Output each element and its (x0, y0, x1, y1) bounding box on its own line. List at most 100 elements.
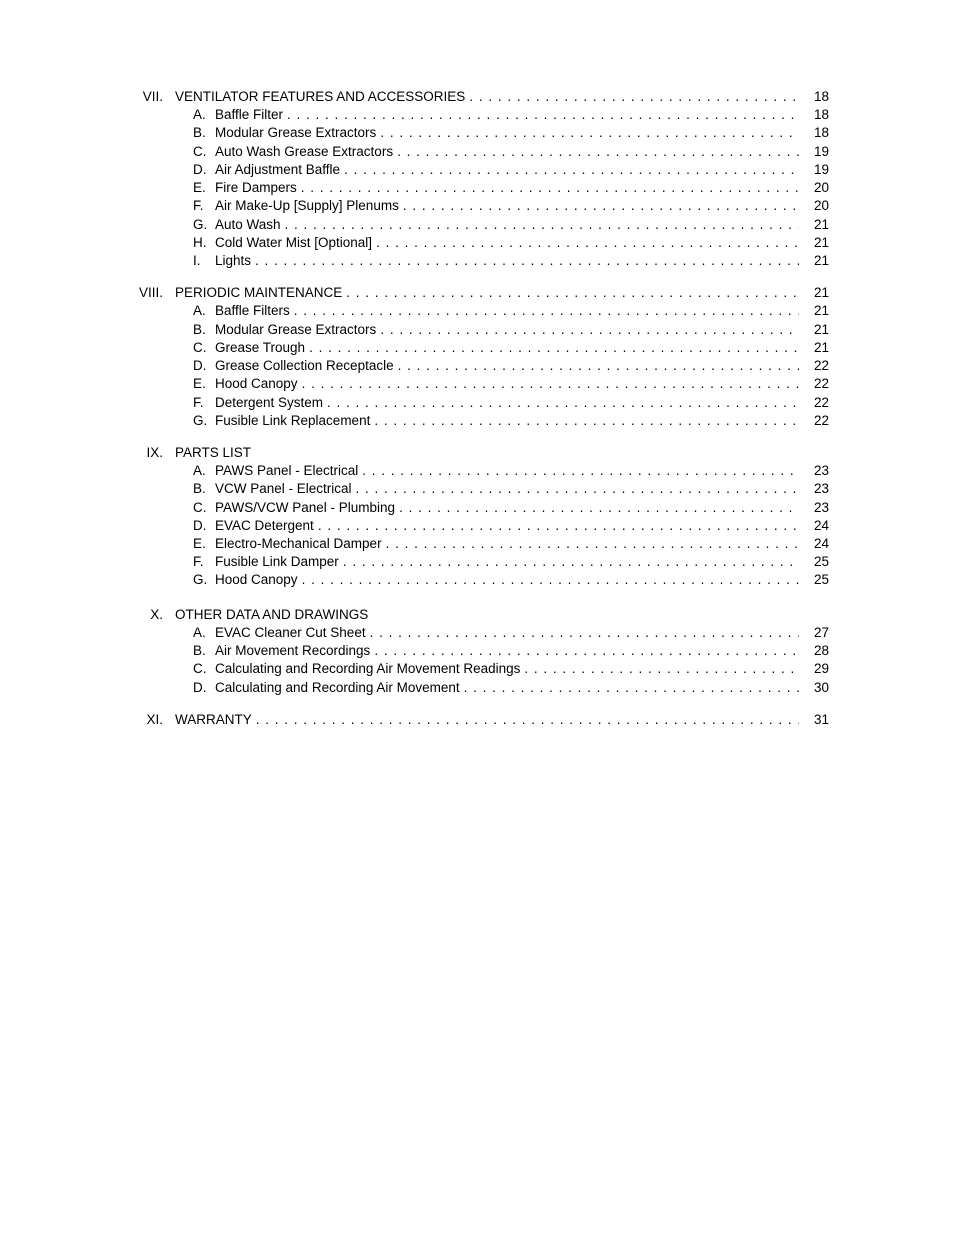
toc-entry-marker: D. (193, 679, 215, 697)
toc-page-number: 21 (799, 252, 829, 270)
toc-leader-dots (370, 642, 799, 660)
toc-entry-text: Cold Water Mist [Optional] (215, 234, 372, 252)
toc-section-title: PERIODIC MAINTENANCE (175, 284, 342, 302)
toc-entry-marker: I. (193, 252, 215, 270)
toc-entry-text: Electro-Mechanical Damper (215, 535, 382, 553)
toc-page-number: 30 (799, 679, 829, 697)
toc-entry-text: Fusible Link Damper (215, 553, 339, 571)
toc-leader-dots (465, 88, 799, 106)
toc-page-number: 21 (799, 216, 829, 234)
toc-leader-dots (395, 499, 799, 517)
toc-page-number: 20 (799, 179, 829, 197)
toc-section: IX.PARTS LISTA.PAWS Panel - Electrical 23… (125, 444, 829, 590)
toc-leader-dots (352, 480, 799, 498)
toc-leader-dots (251, 252, 799, 270)
toc-roman-numeral: VIII. (125, 284, 175, 302)
toc-entry-text: Grease Collection Receptacle (215, 357, 394, 375)
toc-entry-text: Hood Canopy (215, 375, 298, 393)
toc-entry-row: E.Fire Dampers20 (125, 179, 829, 197)
toc-page-number: 28 (799, 642, 829, 660)
toc-entry-marker: D. (193, 357, 215, 375)
toc-leader-dots (382, 535, 799, 553)
toc-section-title-row: IX.PARTS LIST (125, 444, 829, 462)
toc-leader-dots (366, 624, 799, 642)
toc-entry-text: Air Make-Up [Supply] Plenums (215, 197, 399, 215)
toc-entry-row: D.EVAC Detergent24 (125, 517, 829, 535)
toc-entry-marker: A. (193, 462, 215, 480)
toc-entry-marker: G. (193, 412, 215, 430)
toc-leader-dots (460, 679, 799, 697)
toc-entry-row: B.Modular Grease Extractors18 (125, 124, 829, 142)
toc-page-number: 22 (799, 375, 829, 393)
toc-entry-marker: A. (193, 106, 215, 124)
toc-entry-marker: E. (193, 375, 215, 393)
toc-entry-text: PAWS/VCW Panel - Plumbing (215, 499, 395, 517)
toc-entry-marker: C. (193, 339, 215, 357)
toc-leader-dots (281, 216, 799, 234)
toc-entry-row: I.Lights 21 (125, 252, 829, 270)
toc-entry-row: D.Calculating and Recording Air Movement… (125, 679, 829, 697)
toc-section-title-row: VIII.PERIODIC MAINTENANCE21 (125, 284, 829, 302)
toc-leader-dots (298, 375, 799, 393)
toc-page-number: 21 (799, 339, 829, 357)
toc-entry-row: D.Grease Collection Receptacle 22 (125, 357, 829, 375)
toc-entry-marker: C. (193, 660, 215, 678)
toc-leader-dots (305, 339, 799, 357)
toc-entry-marker: A. (193, 302, 215, 320)
toc-entry-marker: C. (193, 143, 215, 161)
toc-leader-dots (339, 553, 799, 571)
toc-entry-text: Air Adjustment Baffle (215, 161, 340, 179)
toc-page-number: 29 (799, 660, 829, 678)
toc-entry-text: Baffle Filter (215, 106, 283, 124)
toc-entry-text: Grease Trough (215, 339, 305, 357)
toc-entry-marker: B. (193, 124, 215, 142)
toc-entry-text: EVAC Detergent (215, 517, 314, 535)
toc-page-number: 18 (799, 106, 829, 124)
toc-entry-row: C.Calculating and Recording Air Movement… (125, 660, 829, 678)
toc-entry-marker: D. (193, 517, 215, 535)
toc-entry-text: Air Movement Recordings (215, 642, 370, 660)
toc-section-title: PARTS LIST (175, 444, 251, 462)
toc-entry-row: E.Hood Canopy 22 (125, 375, 829, 393)
toc-section-title: WARRANTY (175, 711, 252, 729)
toc-entry-text: EVAC Cleaner Cut Sheet (215, 624, 366, 642)
toc-roman-numeral: X. (125, 606, 175, 624)
toc-entry-text: Auto Wash (215, 216, 281, 234)
toc-section-title-row: X.OTHER DATA AND DRAWINGS (125, 606, 829, 624)
toc-section: XI.WARRANTY31 (125, 711, 829, 729)
toc-page-number: 24 (799, 535, 829, 553)
toc-entry-text: Hood Canopy (215, 571, 298, 589)
toc-leader-dots (342, 284, 799, 302)
toc-page-number: 25 (799, 553, 829, 571)
toc-entry-marker: C. (193, 499, 215, 517)
toc-entry-marker: B. (193, 642, 215, 660)
toc-entry-text: Lights (215, 252, 251, 270)
toc-entry-text: PAWS Panel - Electrical (215, 462, 358, 480)
toc-page-number: 22 (799, 357, 829, 375)
toc-entry-text: Detergent System (215, 394, 323, 412)
toc-roman-numeral: XI. (125, 711, 175, 729)
toc-entry-row: A.Baffle Filters21 (125, 302, 829, 320)
toc-entry-row: A.EVAC Cleaner Cut Sheet27 (125, 624, 829, 642)
toc-entry-text: VCW Panel - Electrical (215, 480, 352, 498)
toc-leader-dots (290, 302, 799, 320)
toc-leader-dots (323, 394, 799, 412)
toc-page-number: 19 (799, 143, 829, 161)
toc-leader-dots (358, 462, 799, 480)
toc-roman-numeral: VII. (125, 88, 175, 106)
toc-entry-marker: G. (193, 216, 215, 234)
toc-page-number: 19 (799, 161, 829, 179)
toc-entry-marker: E. (193, 179, 215, 197)
toc-leader-dots (393, 143, 799, 161)
toc-section-title: VENTILATOR FEATURES AND ACCESSORIES (175, 88, 465, 106)
toc-entry-marker: F. (193, 553, 215, 571)
toc-page-number: 22 (799, 394, 829, 412)
toc-entry-text: Fusible Link Replacement (215, 412, 370, 430)
toc-page-number: 22 (799, 412, 829, 430)
toc-leader-dots (297, 179, 799, 197)
toc-section-title-row: VII.VENTILATOR FEATURES AND ACCESSORIES1… (125, 88, 829, 106)
toc-page-number: 23 (799, 480, 829, 498)
toc-section: VIII.PERIODIC MAINTENANCE21A.Baffle Filt… (125, 284, 829, 430)
toc-entry-marker: B. (193, 321, 215, 339)
toc-entry-text: Baffle Filters (215, 302, 290, 320)
